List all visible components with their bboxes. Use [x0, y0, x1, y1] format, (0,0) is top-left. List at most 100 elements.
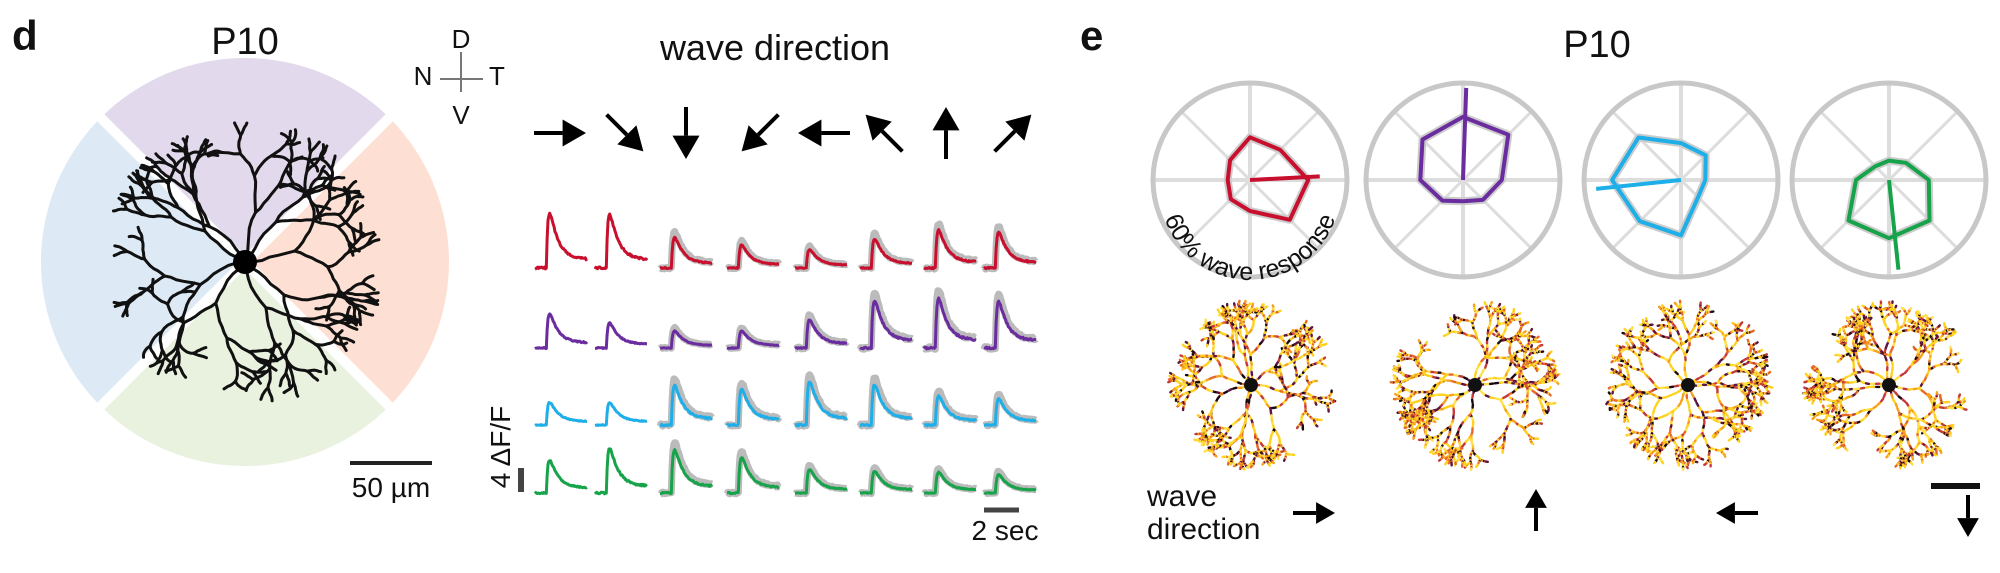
- dendrite-segment: [1203, 449, 1208, 453]
- trace-ventral-up: [923, 470, 977, 495]
- dendrite: [266, 367, 272, 390]
- dendrite-segment: [1410, 413, 1414, 418]
- dendrite: [324, 324, 343, 340]
- dendrite: [315, 204, 322, 221]
- polar-ring: [1789, 80, 1989, 280]
- calcium-traces: [533, 211, 1039, 498]
- dendrite: [202, 139, 210, 156]
- dendrite-segment: [1267, 463, 1271, 467]
- dendrite-segment: [1309, 326, 1314, 330]
- dendrite-segment: [1249, 465, 1253, 469]
- dendrite: [176, 364, 188, 379]
- dendrite: [318, 291, 348, 299]
- dendrite: [305, 150, 312, 173]
- dendrite: [345, 179, 358, 194]
- polar-vector-nasal: [1595, 178, 1682, 191]
- dendrite-segment: [1402, 403, 1406, 407]
- dendrite: [329, 175, 346, 183]
- trace-sem-nasal-3: [724, 379, 783, 430]
- dendrite: [332, 339, 349, 346]
- dendrite-segment: [1401, 416, 1405, 420]
- dendrite: [169, 215, 207, 233]
- dendrite-segment: [1652, 460, 1657, 465]
- dendrite-segment: [1200, 338, 1204, 342]
- arrow-head: [617, 125, 644, 152]
- dendrite: [308, 140, 321, 154]
- dendrite-segment: [1508, 396, 1513, 400]
- arrow-shaft: [993, 129, 1017, 153]
- dendrite: [278, 372, 288, 388]
- polar-vector-temporal: [1249, 174, 1320, 182]
- arrow-left-icon: [798, 119, 850, 147]
- dendrite-segment: [1754, 402, 1758, 406]
- dendrite-segment: [1483, 301, 1487, 305]
- trace-ventral-up-left: [859, 470, 913, 495]
- dendrite-segment: [1556, 381, 1560, 386]
- dendrite-segment: [1199, 327, 1203, 331]
- dendrite-segment: [1210, 442, 1214, 447]
- dendrite: [160, 348, 172, 363]
- dendrite-segment: [1299, 344, 1304, 349]
- panel-letter-e: e: [1080, 12, 1103, 59]
- dendrite-segment: [1495, 447, 1500, 451]
- dendrite: [238, 152, 256, 178]
- polar-vector-ventral: [1887, 179, 1901, 270]
- dendrite-segment: [1727, 438, 1732, 442]
- dendrite-segment: [1168, 371, 1173, 375]
- dendrite: [350, 204, 365, 216]
- dendrite-segment: [1190, 381, 1194, 385]
- dendrite-segment: [1429, 450, 1433, 454]
- dendrite: [289, 140, 294, 163]
- dendrite-segment: [1758, 412, 1762, 417]
- arrow-shaft: [605, 113, 629, 137]
- dendrite-segment: [1437, 458, 1442, 462]
- dendrite-segment: [1625, 426, 1630, 430]
- dendrite: [179, 289, 197, 294]
- dendrite: [247, 350, 266, 365]
- dendrite: [344, 296, 362, 313]
- dendrite: [181, 283, 202, 319]
- dendrite-segment: [1458, 451, 1462, 456]
- dendrite: [141, 165, 159, 170]
- dendrite: [360, 281, 376, 292]
- dendrite: [233, 379, 248, 392]
- dendrite-segment: [1548, 393, 1552, 397]
- dendrite-segment: [1680, 460, 1685, 464]
- trace-temporal-left: [794, 248, 848, 270]
- polar-polygon-temporal: [1225, 135, 1311, 222]
- trace-nasal-left: [794, 380, 848, 428]
- dendrite: [282, 381, 296, 395]
- dendrite-segment: [1751, 367, 1755, 372]
- dendrite: [233, 361, 239, 383]
- dendrite-segment: [1417, 339, 1421, 343]
- dendrite-segment: [1532, 360, 1537, 364]
- dendrite-segment: [1760, 410, 1764, 415]
- y-scale-label: 4 ΔF/F: [485, 406, 516, 489]
- dendrite-segment: [1759, 348, 1764, 353]
- trace-nasal-down-right: [594, 401, 648, 427]
- cell-response-images: [1167, 299, 1968, 471]
- trace-ventral-down-right: [593, 447, 648, 496]
- dendrite: [262, 361, 278, 372]
- dendrite: [301, 169, 309, 199]
- dendrite: [140, 238, 147, 261]
- polar-ring: [1150, 80, 1350, 280]
- dendrite-segment: [1280, 347, 1284, 351]
- dendrite: [343, 321, 359, 331]
- dendrite-segment: [1216, 308, 1220, 312]
- dendrite-segment: [1260, 303, 1264, 307]
- dendrite: [274, 218, 315, 224]
- arrow-up-right-icon: [993, 114, 1032, 153]
- compass-ventral: V: [452, 100, 470, 130]
- trace-nasal-up: [923, 394, 978, 428]
- dendrite-segment: [1202, 323, 1207, 328]
- dendrite-segment: [1260, 456, 1265, 460]
- trace-sem-dorsal-5: [856, 289, 915, 353]
- neuron-tracing: [111, 121, 381, 403]
- arrow-right-icon: [534, 119, 586, 147]
- wedge-ventral: [100, 262, 390, 467]
- dendrite: [314, 305, 331, 311]
- dendrite: [126, 290, 145, 304]
- dendrite: [342, 305, 352, 322]
- dendrite: [171, 341, 181, 362]
